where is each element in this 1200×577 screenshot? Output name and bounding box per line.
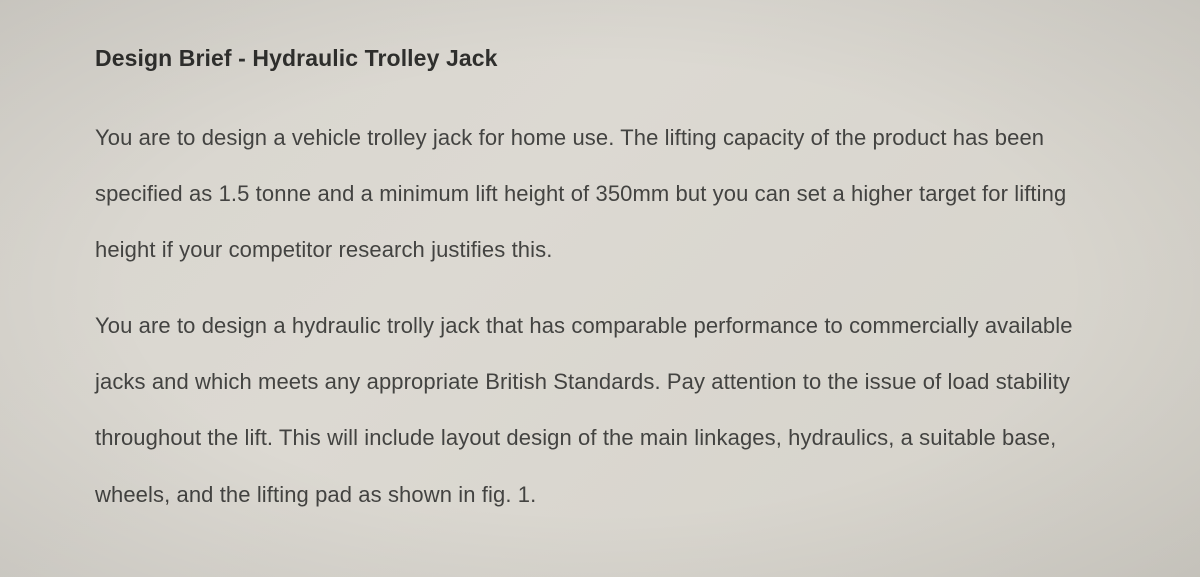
document-paragraph-2: You are to design a hydraulic trolly jac… [95,298,1105,522]
document-heading: Design Brief - Hydraulic Trolley Jack [95,45,1105,72]
document-paragraph-1: You are to design a vehicle trolley jack… [95,110,1105,278]
